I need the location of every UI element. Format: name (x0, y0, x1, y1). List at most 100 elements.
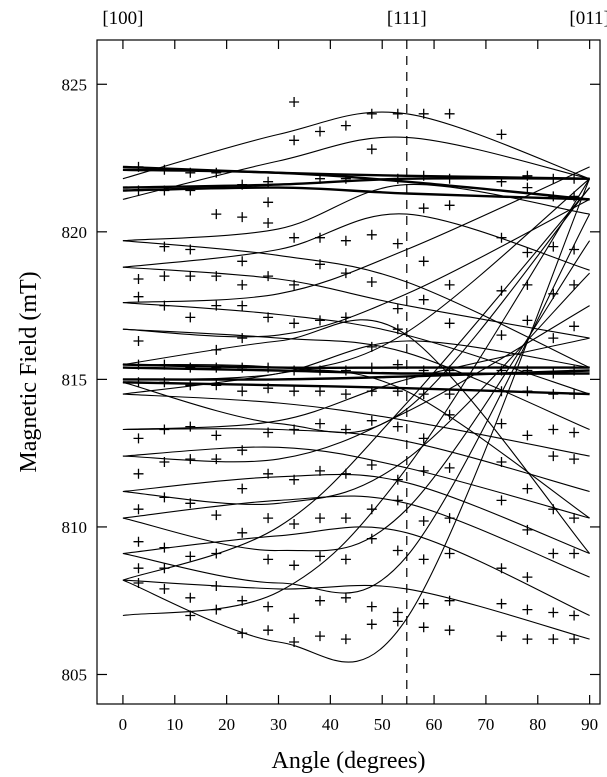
data-point-58-6 (418, 389, 429, 400)
data-point-87-8 (569, 454, 580, 465)
fitted-curve-h3 (122, 177, 590, 189)
data-point-3-1 (133, 185, 144, 196)
data-point-87-1 (569, 191, 580, 202)
data-point-33-12 (289, 637, 300, 647)
fitted-curve-c21 (122, 240, 590, 369)
data-point-28-0 (263, 176, 274, 187)
data-point-38-7 (315, 418, 325, 429)
data-point-78-11 (522, 604, 533, 615)
data-point-3-7 (133, 433, 144, 444)
data-point-18-5 (211, 362, 222, 373)
fitted-curve-c16 (122, 198, 590, 338)
data-point-63-0 (444, 108, 455, 119)
direction-label-2: [011] (569, 8, 607, 29)
data-point-58-7 (418, 433, 429, 444)
data-point-48-11 (366, 601, 377, 612)
data-point-43-11 (340, 592, 351, 603)
data-point-3-4 (133, 336, 144, 346)
data-point-53-8 (392, 474, 403, 485)
data-point-8-0 (159, 164, 170, 175)
data-point-18-12 (211, 604, 222, 615)
data-point-83-6 (548, 389, 559, 400)
data-point-3-6 (133, 377, 144, 388)
x-tick-label-50: 50 (374, 715, 391, 734)
data-point-43-10 (340, 554, 351, 565)
data-point-28-10 (263, 554, 274, 565)
data-point-63-8 (444, 462, 455, 473)
data-point-23-10 (237, 527, 248, 538)
data-point-83-12 (548, 634, 559, 645)
fitted-curve-h8 (122, 381, 590, 396)
data-point-48-5 (366, 362, 377, 373)
data-point-63-2 (444, 200, 455, 211)
data-point-18-4 (211, 344, 222, 355)
fitted-curve-c8 (122, 473, 590, 555)
fitted-curve-h4 (122, 186, 590, 201)
data-point-13-4 (185, 312, 196, 323)
data-point-43-3 (340, 268, 351, 279)
data-point-43-7 (340, 424, 351, 435)
data-point-63-10 (444, 548, 455, 559)
data-point-58-11 (418, 598, 429, 609)
direction-label-1: [111] (387, 8, 427, 29)
data-point-73-2 (496, 232, 507, 243)
data-point-33-4 (289, 318, 300, 329)
data-point-18-7 (211, 430, 222, 441)
x-tick-label-90: 90 (581, 715, 598, 734)
fitted-curve-c6 (122, 495, 590, 578)
x-tick-label-40: 40 (322, 715, 339, 734)
fitted-curve-c4 (122, 526, 590, 617)
data-point-13-0 (185, 167, 196, 178)
data-point-53-7 (392, 421, 403, 432)
data-point-33-10 (289, 560, 300, 571)
data-point-28-1 (263, 197, 274, 208)
fitted-curve-c20 (122, 213, 590, 271)
data-point-53-4 (392, 324, 403, 335)
data-point-28-12 (263, 625, 274, 636)
data-point-53-2 (392, 238, 403, 249)
data-point-48-4 (366, 341, 377, 352)
data-point-43-0 (340, 120, 351, 131)
data-point-28-9 (263, 513, 274, 524)
fitted-curve-c26 (122, 319, 591, 554)
data-point-53-6 (392, 386, 403, 397)
y-tick-label-815: 815 (62, 370, 88, 389)
data-point-73-1 (496, 176, 507, 187)
data-point-83-4 (548, 333, 559, 344)
data-point-28-4 (263, 312, 274, 323)
data-point-87-3 (569, 279, 580, 290)
data-point-13-2 (185, 244, 196, 255)
data-point-23-12 (237, 628, 248, 639)
fitted-curve-c7 (122, 272, 590, 506)
data-point-38-6 (315, 386, 325, 397)
fitted-curve-c1 (122, 178, 591, 663)
data-point-3-2 (133, 274, 144, 284)
data-point-38-12 (315, 631, 325, 642)
data-point-38-1 (315, 173, 325, 184)
data-point-48-10 (366, 533, 377, 544)
data-point-33-1 (289, 135, 300, 146)
data-point-73-6 (496, 386, 507, 397)
data-point-33-8 (289, 474, 300, 485)
data-point-43-4 (340, 312, 351, 323)
fitted-curve-c10 (122, 446, 590, 519)
data-point-43-1 (340, 173, 351, 184)
data-point-13-11 (185, 592, 196, 603)
data-point-87-7 (569, 427, 580, 438)
fitted-curve-c19 (122, 266, 590, 339)
fitted-curve-c27 (122, 178, 591, 617)
data-point-38-2 (315, 232, 325, 243)
data-point-13-10 (185, 551, 196, 562)
data-point-63-7 (444, 409, 455, 420)
data-point-83-9 (548, 504, 559, 515)
data-point-3-8 (133, 468, 144, 479)
axis-ticks (97, 40, 600, 704)
data-point-78-8 (522, 483, 533, 494)
fitted-curve-h7 (122, 369, 590, 381)
data-point-58-0 (418, 108, 429, 119)
data-point-33-9 (289, 519, 300, 529)
data-point-63-4 (444, 318, 455, 329)
data-point-38-10 (315, 551, 325, 562)
data-point-43-9 (340, 513, 351, 524)
